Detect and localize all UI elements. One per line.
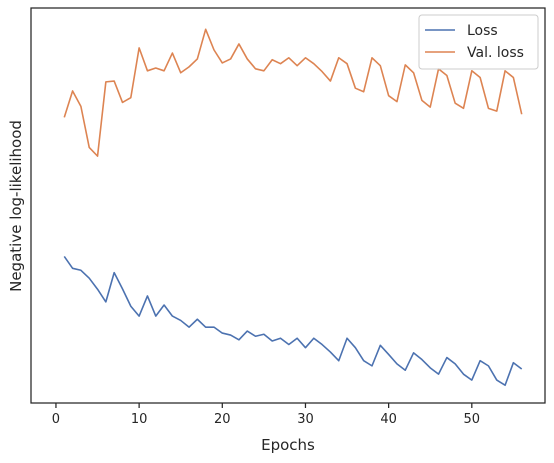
series-line-loss: [63, 256, 523, 387]
legend-label-loss: Loss: [467, 23, 498, 39]
x-tick-label: 0: [52, 412, 60, 427]
plot-frame: [30, 7, 546, 404]
x-tick-label: 30: [297, 412, 314, 427]
x-tick-label: 50: [464, 412, 481, 427]
x-tick-label: 10: [131, 412, 148, 427]
series-lines: [63, 28, 523, 387]
legend: Loss Val. loss: [418, 14, 539, 70]
series-line-val-loss: [63, 28, 523, 157]
x-tick-label: 20: [214, 412, 231, 427]
y-axis-label: Negative log-likelihood: [7, 120, 25, 292]
legend-label-val-loss: Val. loss: [467, 45, 524, 61]
legend-box: [418, 14, 539, 70]
x-tick-label: 40: [380, 412, 397, 427]
x-axis-ticks: 0 10 20 30 40 50: [52, 403, 480, 427]
x-axis-label: Epochs: [261, 436, 315, 454]
